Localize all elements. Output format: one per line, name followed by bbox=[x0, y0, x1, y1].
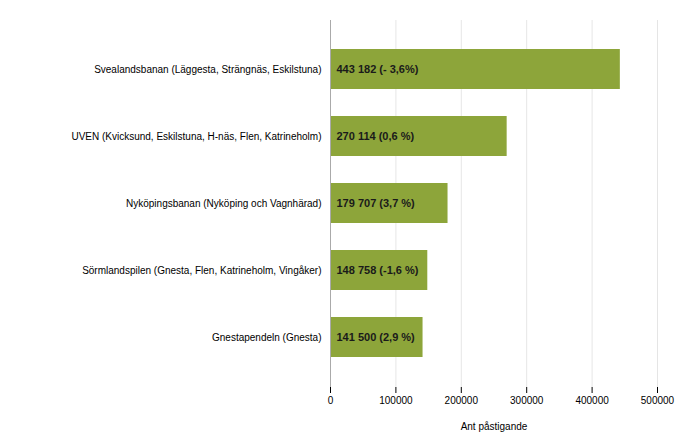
svg-text:400000: 400000 bbox=[575, 395, 609, 406]
svg-text:Sörmlandspilen (Gnesta, Flen,: Sörmlandspilen (Gnesta, Flen, Katrinehol… bbox=[82, 265, 321, 276]
svg-text:100000: 100000 bbox=[379, 395, 413, 406]
svg-text:Nyköpingsbanan (Nyköping och V: Nyköpingsbanan (Nyköping och Vagnhärad) bbox=[126, 198, 322, 209]
svg-text:300000: 300000 bbox=[510, 395, 544, 406]
svg-text:141 500 (2,9 %): 141 500 (2,9 %) bbox=[337, 331, 416, 343]
svg-text:443 182 (- 3,6%): 443 182 (- 3,6%) bbox=[337, 63, 419, 75]
svg-text:UVEN (Kvicksund, Eskilstuna, H: UVEN (Kvicksund, Eskilstuna, H-näs, Flen… bbox=[71, 131, 321, 142]
svg-text:0: 0 bbox=[328, 395, 334, 406]
svg-text:Ant påstigande: Ant påstigande bbox=[461, 421, 528, 432]
svg-text:500000: 500000 bbox=[641, 395, 675, 406]
svg-text:270 114 (0,6 %): 270 114 (0,6 %) bbox=[337, 130, 415, 142]
svg-text:Gnestapendeln (Gnesta): Gnestapendeln (Gnesta) bbox=[212, 332, 322, 343]
svg-text:148 758 (-1,6 %): 148 758 (-1,6 %) bbox=[337, 264, 419, 276]
svg-text:179 707 (3,7 %): 179 707 (3,7 %) bbox=[337, 197, 416, 209]
svg-text:Svealandsbanan (Läggesta, Strä: Svealandsbanan (Läggesta, Strängnäs, Esk… bbox=[94, 64, 321, 75]
svg-text:200000: 200000 bbox=[445, 395, 479, 406]
